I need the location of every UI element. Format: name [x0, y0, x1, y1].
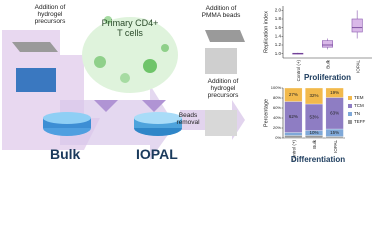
arrow [94, 100, 118, 112]
x-tick-label: Control (+) [292, 140, 297, 162]
chart-title: Proliferation [304, 73, 351, 82]
bar-segment [305, 87, 323, 105]
legend-label: TN [354, 111, 360, 116]
legend-swatch [348, 96, 352, 100]
value-label: 19% [330, 90, 339, 95]
cell [120, 73, 130, 83]
legend-swatch [348, 120, 352, 124]
value-label: 53% [309, 114, 318, 119]
bar-segment [325, 136, 344, 139]
plate [205, 30, 245, 42]
diagram-art [2, 16, 245, 160]
y-axis-label: Replication index [263, 11, 269, 53]
well [16, 68, 56, 92]
cell [94, 56, 106, 68]
y-tick-label: 80% [273, 95, 281, 100]
plate [12, 42, 58, 52]
box [351, 18, 363, 33]
cell [143, 59, 157, 73]
value-label: 15% [330, 130, 339, 135]
box [322, 40, 333, 48]
cell [104, 16, 112, 24]
bar-segment [305, 135, 323, 139]
legend-swatch [348, 112, 352, 116]
y-tick-label: 1.4 [275, 34, 282, 39]
legend-label: TCM [354, 103, 364, 108]
y-tick-label: 0% [275, 135, 281, 140]
y-tick-label: 100% [271, 85, 282, 90]
value-label: 10% [309, 130, 318, 135]
legend-swatch [348, 104, 352, 108]
arrow [142, 100, 166, 112]
cells-label: Primary CD4+ T cells [101, 18, 159, 38]
value-label: 27% [289, 92, 298, 97]
y-tick-label: 20% [273, 125, 281, 130]
y-tick-label: 60% [273, 105, 281, 110]
figure: 1.0 1.2 1.4 1.6 1.8 2.0 Replication index Contr… [2, 4, 372, 165]
y-axis-label: Percentage [263, 99, 269, 127]
bar-segment [284, 87, 303, 102]
iopal-label: IOPAL [136, 146, 178, 162]
bead-stack [205, 48, 237, 74]
y-tick-label: 1.0 [275, 51, 282, 56]
y-tick-label: 40% [273, 115, 281, 120]
chart-title: Differentiation [291, 155, 345, 164]
charts: 1.0 1.2 1.4 1.6 1.8 2.0 Replication index Contr… [263, 6, 372, 164]
step-label: Addition of hydrogel precursors [34, 4, 66, 25]
x-tick-label: Bulk [312, 139, 317, 149]
y-tick-label: 2.0 [275, 8, 282, 13]
step-label: Addition of PMMA beads [201, 5, 241, 19]
step-label: Addition of hydrogel precursors [207, 78, 239, 99]
value-label: 32% [309, 93, 318, 98]
x-tick-label: IOPAL [355, 60, 360, 73]
bulk-gel [43, 112, 91, 124]
legend-label: TEM [354, 95, 364, 100]
bar-segment [325, 87, 344, 98]
y-tick-label: 1.6 [275, 25, 282, 30]
value-label: 62% [289, 114, 298, 119]
step-label: Beads removal [176, 112, 200, 126]
cell [161, 44, 169, 52]
x-tick-label: Control (+) [296, 60, 301, 82]
bulk-label: Bulk [50, 146, 81, 162]
cell-cloud [82, 17, 178, 93]
y-tick-label: 1.8 [275, 16, 282, 21]
legend-label: TEFF [354, 119, 365, 124]
y-tick-label: 1.2 [275, 42, 282, 47]
value-label: 63% [330, 110, 339, 115]
iopal-gel [134, 112, 182, 124]
bar-segment [284, 135, 303, 139]
x-tick-label: Bulk [326, 59, 331, 69]
x-tick-label: IOPAL [333, 140, 338, 153]
bead-stack [205, 110, 237, 136]
bar-segment [284, 132, 303, 136]
